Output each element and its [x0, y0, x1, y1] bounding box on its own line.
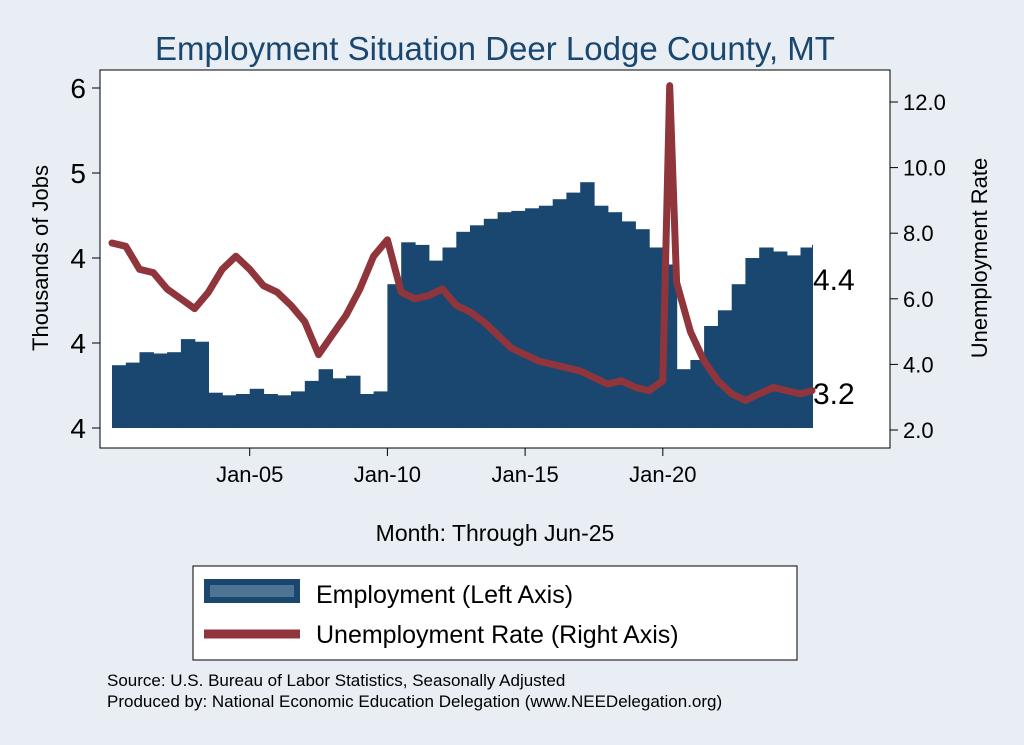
employment-bar [318, 369, 333, 428]
employment-bar [786, 255, 802, 428]
employment-bar [483, 218, 499, 428]
axes-group: 6 5 4 4 4 12.0 10.0 8.0 6.0 4.0 2.0 Jan-05 Jan-10 Jan… [70, 73, 945, 487]
y-left-tick-label: 4 [70, 243, 86, 274]
employment-bar [346, 375, 361, 428]
employment-bar [635, 229, 650, 428]
employment-bar [153, 353, 168, 428]
employment-bar [538, 205, 554, 428]
employment-bar [139, 352, 154, 428]
employment-bar [690, 360, 705, 428]
employment-bar [580, 182, 595, 428]
employment-bar [235, 394, 251, 428]
employment-bar [387, 284, 402, 428]
employment-bar [497, 212, 512, 428]
employment-bar [112, 365, 127, 428]
x-tick-label: Jan-15 [491, 462, 558, 487]
y-left-tick-label: 4 [70, 413, 86, 444]
x-tick-label: Jan-05 [216, 462, 283, 487]
employment-bar [511, 210, 526, 428]
employment-bar [442, 247, 457, 428]
y-axis-right-title: Unemployment Rate [967, 158, 992, 359]
employment-bar [773, 251, 788, 428]
employment-bar [125, 362, 141, 428]
employment-bar [731, 284, 747, 428]
end-label-unemployment: 3.2 [813, 378, 855, 411]
y-right-tick-label: 12.0 [903, 90, 946, 115]
employment-bar [566, 192, 581, 428]
employment-bar [415, 244, 430, 428]
employment-bar [800, 247, 813, 428]
x-axis-title: Month: Through Jun-25 [376, 520, 615, 546]
end-label-employment: 4.4 [813, 264, 855, 297]
employment-bar [373, 391, 388, 428]
legend-label-employment: Employment (Left Axis) [316, 581, 573, 609]
employment-bar [277, 395, 292, 428]
employment-bar [291, 391, 306, 428]
employment-bar [194, 341, 209, 428]
legend-label-unemployment: Unemployment Rate (Right Axis) [316, 621, 679, 649]
y-axis-left-title: Thousands of Jobs [28, 165, 53, 351]
employment-bar [470, 225, 485, 428]
employment-bar [359, 394, 375, 428]
unemployment-line [108, 82, 816, 404]
y-right-tick-label: 8.0 [903, 221, 934, 246]
employment-bar [180, 339, 196, 428]
footer-source: Source: U.S. Bureau of Labor Statistics,… [107, 671, 566, 690]
employment-bar [222, 395, 237, 428]
y-right-tick-label: 4.0 [903, 352, 934, 377]
employment-bar [525, 208, 540, 428]
employment-bar [759, 247, 774, 428]
y-left-tick-label: 4 [70, 328, 86, 359]
chart-title: Employment Situation Deer Lodge County, … [155, 30, 835, 67]
y-right-tick-label: 2.0 [903, 418, 934, 443]
employment-bar [263, 394, 278, 428]
employment-bar [621, 221, 636, 428]
employment-bar [304, 380, 320, 428]
employment-bar [456, 231, 471, 428]
employment-bar [167, 352, 182, 428]
legend-swatch-employment-inner [210, 585, 294, 597]
employment-bar [401, 242, 416, 428]
footer-produced: Produced by: National Economic Education… [107, 692, 723, 711]
employment-bar [428, 260, 444, 428]
unemployment-line-group [108, 82, 816, 404]
y-left-tick-label: 5 [70, 158, 86, 189]
employment-bar [676, 369, 691, 428]
employment-bar [249, 388, 265, 428]
x-tick-label: Jan-20 [629, 462, 696, 487]
employment-bar [607, 212, 623, 428]
employment-bar [717, 310, 733, 428]
employment-bar [594, 205, 609, 428]
y-right-tick-label: 6.0 [903, 287, 934, 312]
legend: Employment (Left Axis) Unemployment Rate… [192, 565, 798, 661]
employment-bars [112, 182, 813, 428]
employment-bar [208, 392, 223, 428]
y-left-tick-label: 6 [70, 73, 86, 104]
y-right-tick-label: 10.0 [903, 156, 946, 181]
employment-bar [332, 378, 347, 428]
employment-bar [552, 199, 568, 428]
employment-bar [812, 244, 813, 428]
employment-bar [745, 258, 760, 428]
x-tick-label: Jan-10 [354, 462, 421, 487]
